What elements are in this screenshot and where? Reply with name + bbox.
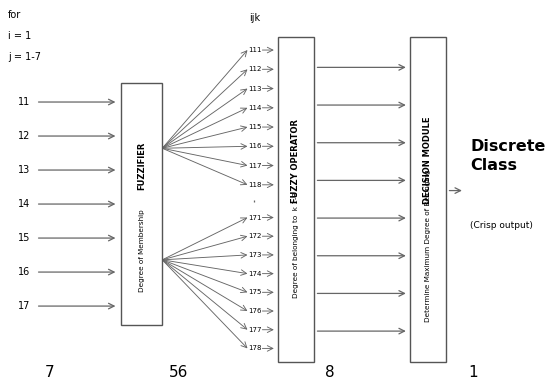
Text: j = 1-7: j = 1-7	[8, 52, 41, 62]
Text: for: for	[8, 10, 21, 20]
Text: 117: 117	[249, 162, 262, 169]
Text: 12: 12	[18, 131, 30, 141]
Bar	[410, 37, 446, 362]
Text: 8: 8	[325, 365, 335, 380]
Text: 173: 173	[249, 252, 262, 258]
Text: 15: 15	[18, 233, 30, 243]
Text: Discrete
Class: Discrete Class	[470, 139, 546, 173]
Text: 171: 171	[249, 214, 262, 221]
Text: FUZZY OPERATOR: FUZZY OPERATOR	[291, 119, 300, 203]
Text: 174: 174	[249, 271, 262, 277]
Text: 111: 111	[249, 47, 262, 53]
Text: 175: 175	[249, 289, 262, 295]
Text: 16: 16	[18, 267, 30, 277]
Text: DECISION MODULE: DECISION MODULE	[423, 117, 432, 204]
Text: 178: 178	[249, 345, 262, 352]
Text: (Crisp output): (Crisp output)	[470, 221, 533, 230]
Text: 11: 11	[18, 97, 30, 107]
Bar	[121, 83, 162, 325]
Bar	[278, 37, 314, 362]
Text: Degree of belonging to  k 1-8: Degree of belonging to k 1-8	[293, 192, 299, 298]
Text: 112: 112	[249, 66, 262, 72]
Text: 118: 118	[249, 182, 262, 188]
Text: 7: 7	[45, 365, 54, 380]
Text: FUZZIFIER: FUZZIFIER	[137, 141, 146, 190]
Text: 113: 113	[249, 85, 262, 92]
Text: Degree of Membership: Degree of Membership	[139, 209, 145, 291]
Text: 14: 14	[18, 199, 30, 209]
Text: ijk: ijk	[249, 13, 260, 23]
Text: Determine Maximum Degree of Belonging: Determine Maximum Degree of Belonging	[425, 169, 431, 322]
Text: 1: 1	[468, 365, 478, 380]
Text: 116: 116	[249, 143, 262, 149]
Text: 115: 115	[249, 124, 262, 130]
Text: 177: 177	[249, 327, 262, 333]
Text: 114: 114	[249, 105, 262, 111]
Text: i = 1: i = 1	[8, 31, 31, 41]
Text: 13: 13	[18, 165, 30, 175]
Text: 56: 56	[169, 365, 189, 380]
Text: 17: 17	[18, 301, 30, 311]
Text: 172: 172	[249, 233, 262, 239]
Text: 176: 176	[249, 308, 262, 314]
